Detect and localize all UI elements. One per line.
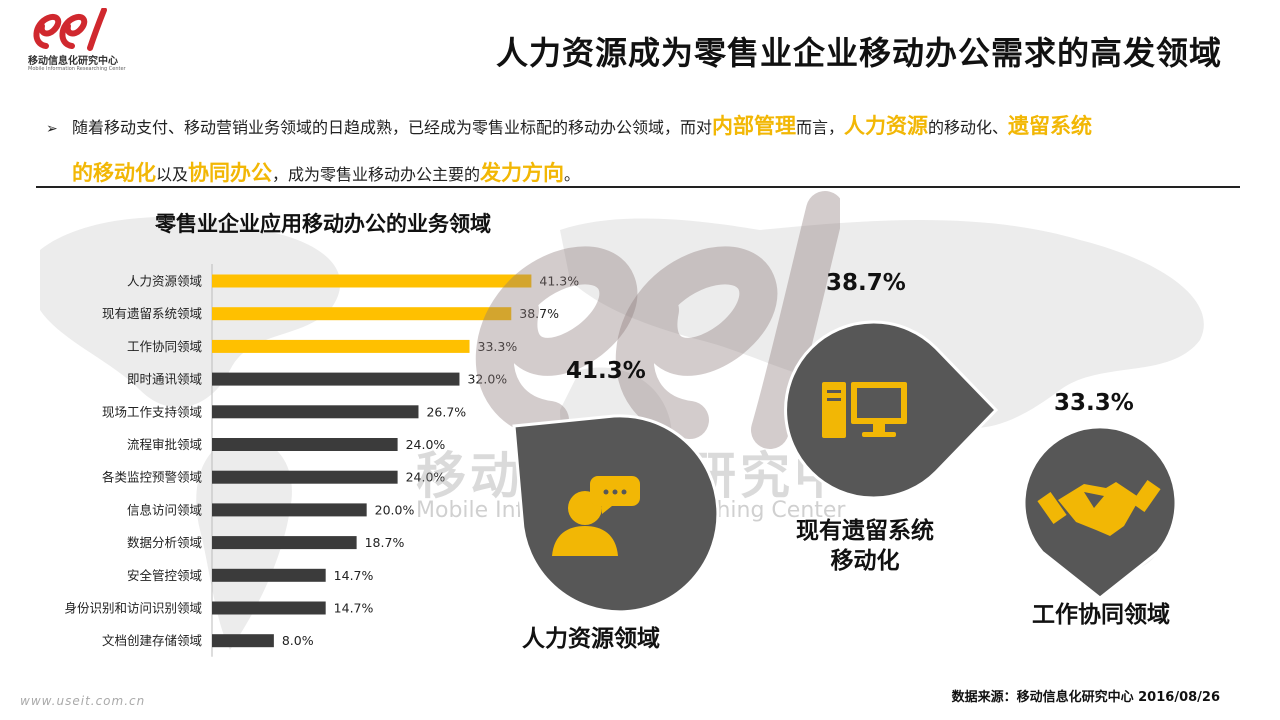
value-label: 32.0%: [467, 372, 507, 387]
highlight-text: 发力方向: [480, 161, 565, 185]
value-label: 41.3%: [539, 274, 579, 289]
brand-name-cn: 移动信息化研究中心: [28, 56, 118, 67]
value-label: 33.3%: [478, 339, 518, 354]
bar: [212, 405, 419, 419]
pin-hr: [512, 414, 720, 614]
category-label: 各类监控预警领域: [102, 470, 202, 485]
brand-name-en: Mobile Information Researching Center: [28, 66, 126, 72]
category-label: 流程审批领域: [127, 437, 202, 452]
category-label: 信息访问领域: [127, 502, 202, 517]
pin-legacy-name: 现有遗留系统 移动化: [796, 516, 934, 576]
category-label: 安全管控领域: [127, 568, 202, 583]
bar: [212, 339, 470, 353]
bar: [212, 503, 367, 517]
summary-bullet: ➢ 随着移动支付、移动营销业务领域的日趋成熟，已经成为零售业标配的移动办公领域，而…: [46, 104, 1236, 197]
category-label: 现场工作支持领域: [102, 404, 202, 419]
footer-url: www.useit.com.cn: [20, 694, 146, 708]
pin-collab-name: 工作协同领域: [1032, 602, 1170, 628]
highlight-text: 的移动化: [72, 161, 156, 185]
bullet-line-1: ➢ 随着移动支付、移动营销业务领域的日趋成熟，已经成为零售业标配的移动办公领域，而…: [46, 104, 1236, 151]
bar: [212, 274, 532, 288]
value-label: 26.7%: [426, 404, 466, 419]
bullet-line-2: 的移动化以及协同办公，成为零售业移动办公主要的发力方向。: [46, 151, 1236, 197]
bar: [212, 601, 326, 615]
value-label: 38.7%: [519, 306, 559, 321]
category-label: 文档创建存储领域: [102, 633, 202, 648]
page-title: 人力资源成为零售业企业移动办公需求的高发领域: [495, 34, 1222, 72]
value-label: 14.7%: [334, 601, 374, 616]
value-label: 14.7%: [334, 568, 374, 583]
bullet-text: 而言，: [796, 118, 845, 137]
bar: [212, 307, 512, 321]
bullet-text: ，成为零售业移动办公主要的: [272, 165, 481, 184]
pin-hr-shape: [512, 414, 720, 614]
person-chat-icon: [552, 476, 640, 556]
value-label: 24.0%: [406, 437, 446, 452]
data-source: 数据来源：移动信息化研究中心 2016/08/26: [951, 690, 1220, 705]
value-label: 20.0%: [375, 502, 415, 517]
bar: [212, 470, 398, 484]
category-label: 即时通讯领域: [127, 372, 202, 387]
pin-hr-percent: 41.3%: [566, 358, 646, 384]
highlight-text: 内部管理: [712, 114, 797, 138]
pin-collab: [1022, 426, 1178, 600]
computer-icon: [822, 382, 907, 438]
category-label: 人力资源领域: [127, 274, 202, 289]
pin-hr-name: 人力资源领域: [522, 626, 660, 652]
bullet-text: 随着移动支付、移动营销业务领域的日趋成熟，已经成为零售业标配的移动办公领域，而对: [72, 118, 713, 137]
pin-legacy-name-line2: 移动化: [830, 548, 900, 574]
pin-collab-percent: 33.3%: [1054, 390, 1134, 416]
value-label: 8.0%: [282, 633, 314, 648]
value-label: 18.7%: [365, 535, 405, 550]
handshake-icon: [1037, 479, 1161, 536]
watermark-mark-icon: [475, 191, 840, 449]
bar: [212, 372, 460, 386]
chart-title: 零售业企业应用移动办公的业务领域: [155, 212, 491, 236]
pin-legacy: [784, 320, 999, 500]
header-divider: [36, 186, 1240, 188]
bar: [212, 438, 398, 451]
pin-legacy-name-line1: 现有遗留系统: [796, 518, 934, 544]
highlight-text: 遗留系统: [1008, 114, 1093, 138]
brand-logo: 移动信息化研究中心 Mobile Information Researching…: [20, 8, 140, 74]
bar: [212, 634, 274, 648]
bar-chart: 人力资源领域 41.3% 现有遗留系统领域 38.7% 工作协同领域 33.3% 即时通讯领…: [64, 264, 579, 657]
arrow-bullet-icon: ➢: [46, 121, 58, 137]
category-label: 现有遗留系统领域: [102, 306, 202, 321]
value-label: 24.0%: [406, 470, 446, 485]
category-label: 数据分析领域: [127, 535, 202, 550]
bar: [212, 536, 357, 550]
brand-mark-icon: [33, 8, 107, 51]
bullet-text: 以及: [156, 165, 189, 184]
category-label: 身份识别和访问识别领域: [64, 601, 202, 616]
bullet-text: 。: [564, 165, 581, 184]
pin-legacy-percent: 38.7%: [826, 270, 906, 296]
highlight-text: 协同办公: [188, 161, 273, 185]
bullet-text: 的移动化、: [928, 118, 1009, 137]
bar: [212, 568, 326, 582]
category-label: 工作协同领域: [127, 339, 202, 354]
highlight-text: 人力资源: [844, 114, 929, 138]
